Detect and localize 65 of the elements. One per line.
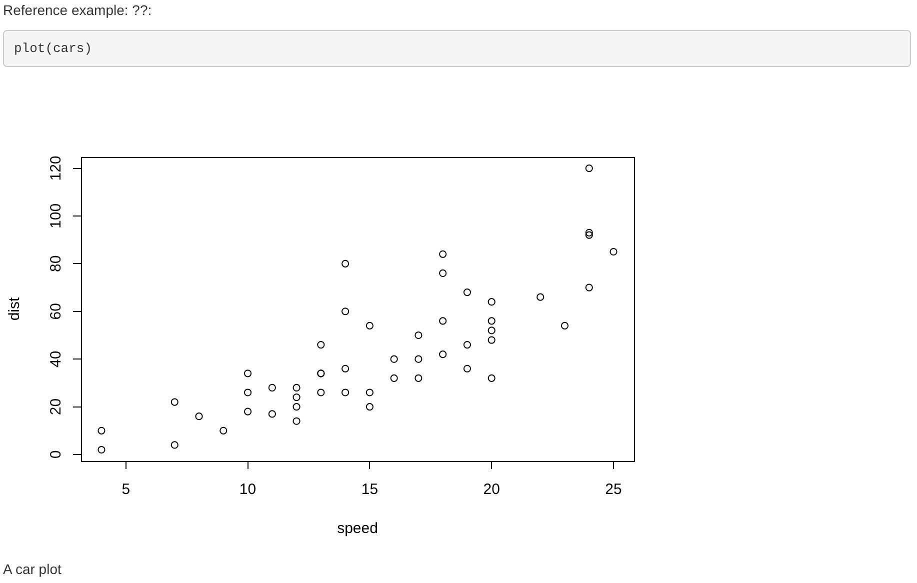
point: [342, 388, 350, 396]
point: [317, 340, 325, 349]
point: [439, 350, 447, 358]
y-tick-label: 20: [48, 398, 65, 416]
point: [220, 426, 228, 434]
point: [585, 284, 593, 292]
point: [366, 322, 374, 330]
y-tick-label: 120: [48, 156, 65, 181]
text: Reference example: ??:: [3, 2, 152, 18]
point: [244, 408, 252, 416]
point: [610, 248, 618, 256]
point: [439, 250, 447, 258]
text: A car plot: [3, 561, 62, 577]
y-tick-label: 80: [48, 255, 65, 272]
point: [488, 336, 496, 344]
point: [98, 446, 106, 454]
point: [244, 370, 252, 378]
point: [268, 410, 276, 418]
point: [536, 293, 544, 301]
point: [439, 317, 447, 325]
point: [463, 364, 472, 372]
point: [317, 388, 325, 396]
point: [366, 403, 374, 411]
point: [292, 417, 300, 425]
point: [585, 228, 593, 236]
point: [488, 317, 496, 325]
point: [268, 384, 276, 392]
text: plot(cars): [14, 41, 92, 56]
point: [463, 340, 472, 349]
point: [585, 164, 593, 172]
point: [560, 322, 569, 330]
point: [366, 388, 374, 396]
y-tick-label: 0: [48, 450, 65, 459]
x-tick-label: 10: [239, 481, 256, 498]
x-tick-label: 5: [122, 481, 130, 498]
point: [292, 384, 300, 392]
point: [292, 393, 300, 402]
x-tick-label: 15: [361, 481, 378, 498]
y-tick-label: 60: [48, 303, 65, 320]
point: [463, 288, 472, 296]
point: [414, 331, 422, 340]
point: [390, 374, 398, 382]
point: [585, 231, 593, 239]
point: [170, 441, 178, 449]
x-tick-label: 20: [483, 481, 500, 498]
point: [414, 374, 422, 382]
point: [244, 388, 252, 396]
point: [342, 364, 350, 372]
point: [488, 298, 496, 306]
y-tick-label: 100: [48, 203, 65, 228]
point: [439, 269, 447, 278]
point: [414, 355, 422, 363]
point: [292, 403, 300, 411]
point: [342, 260, 350, 268]
x-axis-title: speed: [337, 520, 378, 538]
y-tick-label: 40: [48, 350, 65, 368]
point: [342, 308, 350, 316]
y-axis-title: dist: [6, 296, 24, 321]
x-tick-label: 25: [605, 481, 622, 498]
point: [488, 326, 496, 334]
point: [98, 426, 106, 434]
point: [195, 412, 203, 420]
point: [488, 374, 496, 382]
point: [390, 355, 398, 363]
point: [170, 398, 178, 406]
